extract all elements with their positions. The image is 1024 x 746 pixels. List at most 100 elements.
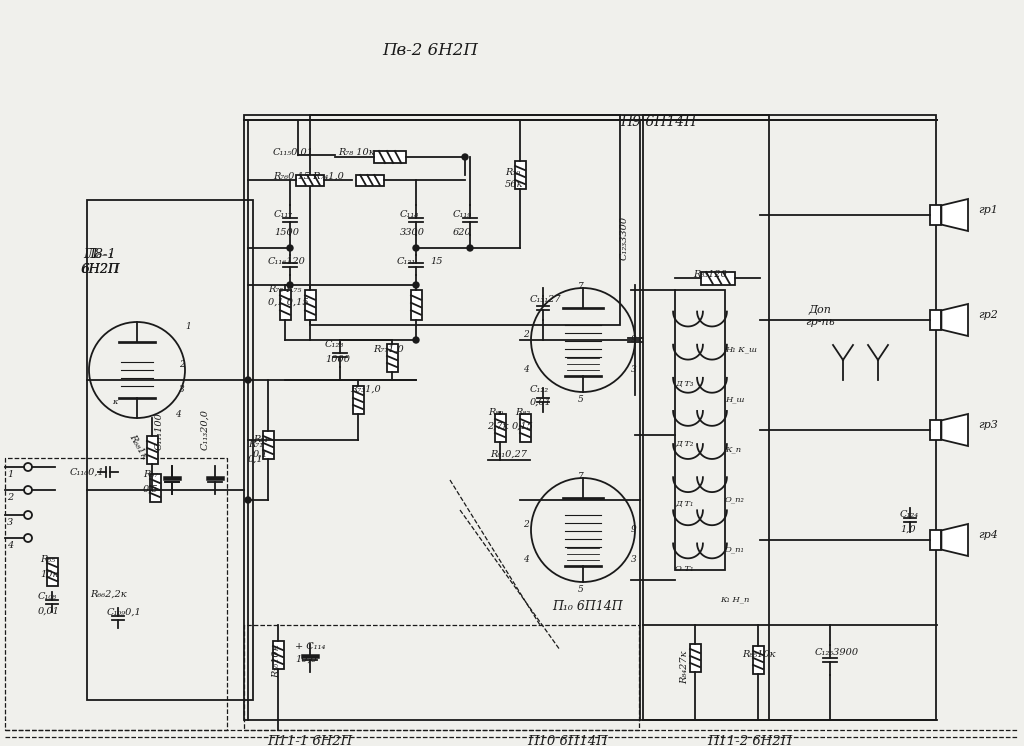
Bar: [147, 436, 158, 464]
Text: R₈₃120: R₈₃120: [693, 270, 727, 279]
Text: R₇₉: R₇₉: [505, 168, 520, 177]
Text: О_п₂: О_п₂: [725, 495, 744, 503]
Text: 3: 3: [631, 555, 637, 564]
Polygon shape: [941, 304, 968, 336]
Bar: [515, 161, 526, 189]
Text: C₁₀₈: C₁₀₈: [38, 592, 57, 601]
Text: C₁₂₃3300: C₁₂₃3300: [620, 216, 629, 260]
Bar: [643, 115, 936, 720]
Text: П11-1 6Н2П: П11-1 6Н2П: [267, 735, 352, 746]
Polygon shape: [941, 524, 968, 556]
Bar: [305, 290, 316, 320]
Bar: [47, 558, 58, 586]
Text: 7: 7: [578, 282, 584, 291]
Bar: [296, 175, 324, 186]
Text: C₁₂₄: C₁₂₄: [900, 510, 920, 519]
Text: 620: 620: [453, 228, 472, 237]
Polygon shape: [941, 199, 968, 231]
Text: П₁₀ 6П14П: П₁₀ 6П14П: [553, 600, 624, 613]
Text: 5: 5: [578, 585, 584, 594]
Text: C₁₂₅3900: C₁₂₅3900: [815, 648, 859, 657]
Bar: [273, 641, 284, 669]
Text: R₇₃1,0: R₇₃1,0: [350, 385, 381, 394]
Text: П11-2 6Н2П: П11-2 6Н2П: [708, 735, 793, 746]
Text: гр3: гр3: [978, 420, 997, 430]
Text: Д Т₂: Д Т₂: [675, 440, 693, 448]
Text: П9 6П14П: П9 6П14П: [620, 115, 696, 129]
Text: C₁₁₆120: C₁₁₆120: [268, 257, 306, 266]
Text: 56к: 56к: [505, 180, 523, 189]
Text: R₇₁: R₇₁: [248, 440, 263, 449]
Bar: [930, 310, 941, 330]
Text: 7: 7: [578, 472, 584, 481]
Circle shape: [245, 377, 251, 383]
Text: C₁₀₉0,1: C₁₀₉0,1: [106, 608, 141, 617]
Text: 1: 1: [185, 322, 190, 331]
Circle shape: [413, 245, 419, 251]
Bar: [701, 272, 735, 285]
Circle shape: [245, 497, 251, 503]
Bar: [5, 458, 227, 730]
Text: 9: 9: [631, 335, 637, 344]
Text: R₇₆0,15 R₇₄1,0: R₇₆0,15 R₇₄1,0: [273, 172, 344, 181]
Text: R₇₁: R₇₁: [253, 435, 268, 444]
Text: 1500: 1500: [274, 228, 299, 237]
Bar: [930, 421, 941, 439]
Bar: [690, 644, 701, 672]
Text: C₁₁₃20,0: C₁₁₃20,0: [200, 409, 209, 450]
Text: 0,15: 0,15: [512, 422, 534, 431]
Text: C₁₂₂: C₁₂₂: [530, 385, 549, 394]
Text: 0,5: 0,5: [143, 485, 159, 494]
Bar: [753, 646, 764, 674]
Bar: [411, 290, 422, 320]
Text: 0,1: 0,1: [253, 450, 268, 459]
Text: C₁₁₈: C₁₁₈: [400, 210, 419, 219]
Text: 3: 3: [179, 385, 184, 394]
Circle shape: [462, 154, 468, 160]
Text: R₈₄27к: R₈₄27к: [680, 650, 689, 683]
Text: 4: 4: [175, 410, 181, 419]
Circle shape: [413, 282, 419, 288]
Bar: [520, 414, 531, 442]
Text: Д Т₁: Д Т₁: [675, 500, 693, 508]
Text: Д Т₃: Д Т₃: [675, 380, 693, 388]
Text: 2: 2: [179, 360, 184, 369]
Bar: [263, 431, 274, 459]
Bar: [150, 474, 161, 502]
Text: C₁₁₀0,1: C₁₁₀0,1: [70, 468, 104, 477]
Text: R₈₂: R₈₂: [515, 408, 530, 417]
Text: Л₈₋₁
6Н2П: Л₈₋₁ 6Н2П: [81, 248, 119, 276]
Text: R₈₁0,27: R₈₁0,27: [490, 450, 527, 459]
Bar: [353, 386, 364, 414]
Text: R₆₈1к: R₆₈1к: [127, 433, 148, 461]
Bar: [87, 200, 253, 700]
Text: R₈₀: R₈₀: [488, 408, 503, 417]
Text: Пв-2 6Н2П: Пв-2 6Н2П: [382, 42, 478, 59]
Text: Н_ш: Н_ш: [725, 395, 744, 403]
Text: 0,1: 0,1: [248, 455, 263, 464]
Text: 2,7к: 2,7к: [487, 422, 509, 431]
Text: 4: 4: [523, 365, 528, 374]
Text: R₆₅: R₆₅: [40, 555, 55, 564]
Text: 0,1 0,15: 0,1 0,15: [268, 298, 308, 307]
Text: C₁₁₅0,01: C₁₁₅0,01: [273, 148, 314, 157]
Text: C₁₁₁100: C₁₁₁100: [155, 412, 164, 450]
Text: К₁ Н_п: К₁ Н_п: [720, 595, 750, 603]
Circle shape: [467, 245, 473, 251]
Text: Н₁ К_ш: Н₁ К_ш: [725, 345, 757, 353]
Text: 1,0: 1,0: [900, 525, 915, 534]
Text: R₇₂ R₇₅: R₇₂ R₇₅: [268, 285, 301, 294]
Text: К_п: К_п: [725, 445, 741, 453]
Bar: [280, 290, 291, 320]
Text: C₁₃₁27: C₁₃₁27: [530, 295, 561, 304]
Text: 3: 3: [7, 518, 13, 527]
Text: R₇₇1,0: R₇₇1,0: [373, 345, 403, 354]
Text: C₁₁₇: C₁₁₇: [274, 210, 293, 219]
Polygon shape: [941, 414, 968, 446]
Text: C₁₂₁: C₁₂₁: [397, 257, 416, 266]
Text: R₆₆2,2к: R₆₆2,2к: [90, 590, 127, 599]
Bar: [930, 530, 941, 550]
Text: 0,01: 0,01: [38, 607, 59, 616]
Circle shape: [413, 337, 419, 343]
Text: R₈₅10к: R₈₅10к: [742, 650, 775, 659]
